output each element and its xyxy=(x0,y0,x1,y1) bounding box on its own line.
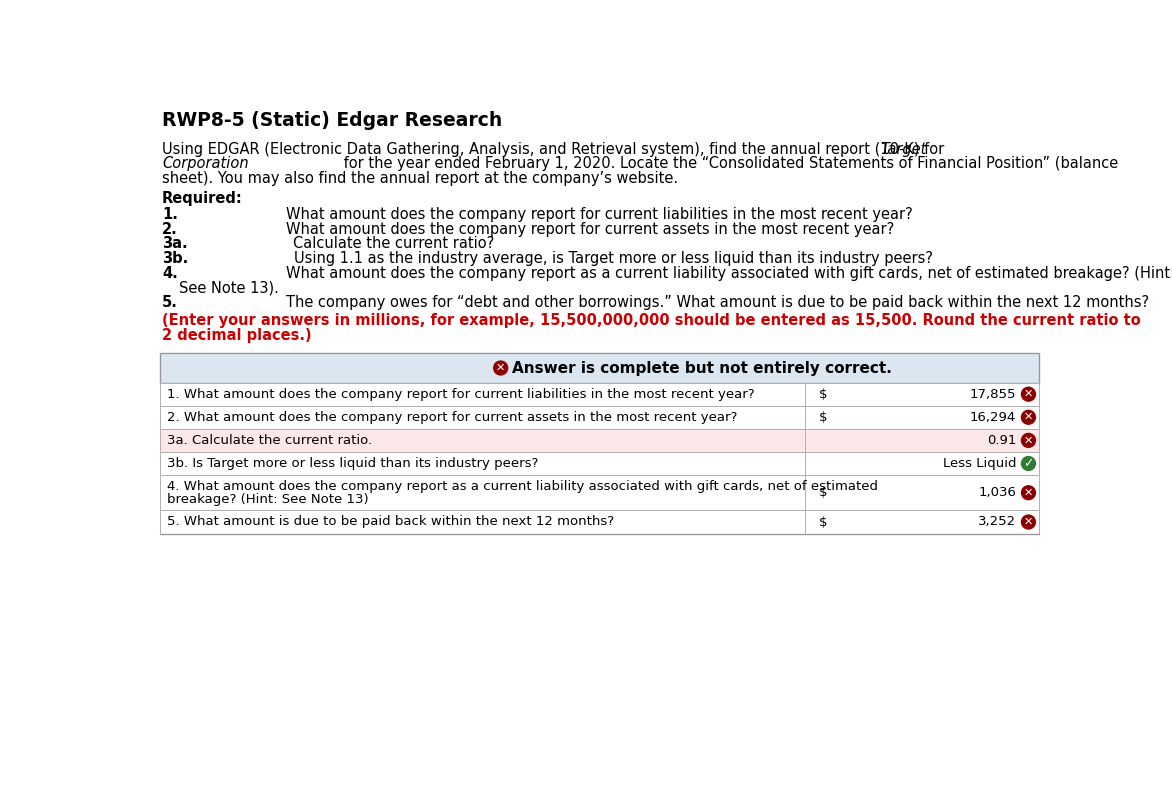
Text: What amount does the company report for current assets in the most recent year?: What amount does the company report for … xyxy=(286,221,894,237)
Circle shape xyxy=(1022,486,1035,499)
Text: ✕: ✕ xyxy=(1024,412,1034,423)
Text: 3b. Is Target more or less liquid than its industry peers?: 3b. Is Target more or less liquid than i… xyxy=(166,457,538,470)
Text: ✕: ✕ xyxy=(1024,389,1034,399)
Text: What amount does the company report as a current liability associated with gift : What amount does the company report as a… xyxy=(286,266,1172,280)
Text: 17,855: 17,855 xyxy=(969,388,1016,401)
Text: breakage? (Hint: See Note 13): breakage? (Hint: See Note 13) xyxy=(166,493,368,506)
Text: $: $ xyxy=(819,516,827,528)
Text: RWP8-5 (Static) Edgar Research: RWP8-5 (Static) Edgar Research xyxy=(162,111,503,130)
Text: 4.: 4. xyxy=(162,266,178,280)
Text: 2 decimal places.): 2 decimal places.) xyxy=(162,328,312,343)
Text: for the year ended February 1, 2020. Locate the “Consolidated Statements of Fina: for the year ended February 1, 2020. Loc… xyxy=(339,156,1118,171)
Text: 0.91: 0.91 xyxy=(987,434,1016,447)
Text: Required:: Required: xyxy=(162,191,243,206)
Text: Target: Target xyxy=(880,141,927,157)
Text: 1.: 1. xyxy=(162,207,178,222)
Text: 2. What amount does the company report for current assets in the most recent yea: 2. What amount does the company report f… xyxy=(166,410,737,423)
Text: sheet). You may also find the annual report at the company’s website.: sheet). You may also find the annual rep… xyxy=(162,170,679,186)
Text: 1. What amount does the company report for current liabilities in the most recen: 1. What amount does the company report f… xyxy=(166,388,755,401)
FancyBboxPatch shape xyxy=(161,511,1040,533)
Text: $: $ xyxy=(819,410,827,423)
FancyBboxPatch shape xyxy=(161,475,1040,511)
Text: 1,036: 1,036 xyxy=(979,486,1016,499)
Text: 16,294: 16,294 xyxy=(969,410,1016,423)
Text: Using EDGAR (Electronic Data Gathering, Analysis, and Retrieval system), find th: Using EDGAR (Electronic Data Gathering, … xyxy=(162,141,949,157)
Circle shape xyxy=(1022,515,1035,529)
Text: 3b.: 3b. xyxy=(162,251,189,266)
Circle shape xyxy=(1022,457,1035,470)
Text: ✕: ✕ xyxy=(496,363,505,373)
Text: 5.: 5. xyxy=(162,295,178,309)
Text: What amount does the company report for current liabilities in the most recent y: What amount does the company report for … xyxy=(286,207,913,222)
Text: The company owes for “debt and other borrowings.” What amount is due to be paid : The company owes for “debt and other bor… xyxy=(286,295,1149,309)
Text: $: $ xyxy=(819,486,827,499)
Text: ✓: ✓ xyxy=(1023,457,1034,470)
Text: Corporation: Corporation xyxy=(162,156,248,171)
Text: ✕: ✕ xyxy=(1024,488,1034,498)
Circle shape xyxy=(1022,433,1035,448)
FancyBboxPatch shape xyxy=(161,452,1040,475)
FancyBboxPatch shape xyxy=(161,429,1040,452)
Text: Answer is complete but not entirely correct.: Answer is complete but not entirely corr… xyxy=(511,360,892,376)
Text: 2.: 2. xyxy=(162,221,178,237)
FancyBboxPatch shape xyxy=(161,406,1040,429)
Text: Calculate the current ratio?: Calculate the current ratio? xyxy=(293,236,495,251)
Text: $: $ xyxy=(819,388,827,401)
Text: ✕: ✕ xyxy=(1024,517,1034,527)
Text: ✕: ✕ xyxy=(1024,436,1034,445)
FancyBboxPatch shape xyxy=(161,383,1040,406)
Text: See Note 13).: See Note 13). xyxy=(179,280,279,295)
Text: 5. What amount is due to be paid back within the next 12 months?: 5. What amount is due to be paid back wi… xyxy=(166,516,614,528)
Circle shape xyxy=(1022,387,1035,401)
Text: Using 1.1 as the industry average, is Target more or less liquid than its indust: Using 1.1 as the industry average, is Ta… xyxy=(294,251,933,266)
Text: 3a.: 3a. xyxy=(162,236,188,251)
Text: (Enter your answers in millions, for example, 15,500,000,000 should be entered a: (Enter your answers in millions, for exa… xyxy=(162,314,1140,328)
Text: Less Liquid: Less Liquid xyxy=(942,457,1016,470)
Circle shape xyxy=(493,361,507,375)
FancyBboxPatch shape xyxy=(161,353,1040,383)
Text: 3,252: 3,252 xyxy=(977,516,1016,528)
Text: 3a. Calculate the current ratio.: 3a. Calculate the current ratio. xyxy=(166,434,372,447)
Text: 4. What amount does the company report as a current liability associated with gi: 4. What amount does the company report a… xyxy=(166,480,878,493)
Circle shape xyxy=(1022,410,1035,424)
